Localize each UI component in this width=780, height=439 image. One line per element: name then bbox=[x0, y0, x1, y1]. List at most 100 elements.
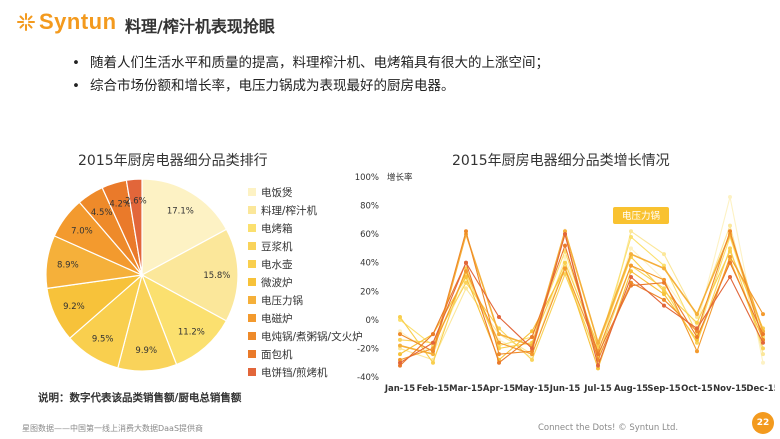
legend-label: 电饼铛/煎烤机 bbox=[261, 366, 328, 379]
legend-item: 电饼铛/煎烤机 bbox=[248, 363, 363, 381]
series-point bbox=[629, 283, 633, 288]
page-title: 料理/榨汁机表现抢眼 bbox=[125, 17, 275, 36]
series-point bbox=[530, 352, 534, 357]
y-tick-label: -40% bbox=[357, 373, 379, 383]
pie-chart-title: 2015年厨房电器细分品类排行 bbox=[78, 153, 268, 169]
legend-label: 电饭煲 bbox=[261, 186, 293, 199]
series-point bbox=[728, 229, 732, 234]
pie-slice-label: 4.2% bbox=[109, 199, 131, 209]
series-line bbox=[399, 255, 764, 361]
series-point bbox=[662, 286, 666, 291]
series-point bbox=[695, 315, 699, 319]
legend-swatch bbox=[248, 224, 256, 232]
x-tick-label: Sep-15 bbox=[647, 384, 680, 394]
bullet-list: 随着人们生活水平和质量的提高，料理榨汁机、电烤箱具有很大的上涨空间； 综合市场份… bbox=[72, 52, 549, 98]
page-number: 22 bbox=[752, 412, 774, 434]
series-point bbox=[629, 235, 633, 239]
series-point bbox=[662, 266, 666, 271]
series-line bbox=[399, 223, 764, 365]
series-point bbox=[398, 332, 402, 337]
x-tick-label: Apr-15 bbox=[483, 384, 515, 394]
x-tick-label: Jul-15 bbox=[583, 384, 612, 394]
series-point bbox=[431, 352, 435, 357]
series-point bbox=[761, 360, 765, 365]
x-tick-label: May-15 bbox=[515, 384, 550, 394]
annotation-box bbox=[613, 207, 669, 224]
x-tick-label: Jan-15 bbox=[384, 384, 415, 394]
series-point bbox=[497, 360, 501, 365]
series-point bbox=[464, 280, 468, 285]
series-line bbox=[399, 196, 764, 363]
legend-label: 电水壶 bbox=[261, 258, 293, 271]
bullet-item: 综合市场份额和增长率，电压力锅成为表现最好的厨房电器。 bbox=[72, 75, 549, 98]
x-tick-label: Aug-15 bbox=[614, 384, 648, 394]
legend-item: 电饭煲 bbox=[248, 183, 363, 201]
pie-slice bbox=[141, 178, 228, 277]
series-point bbox=[761, 312, 765, 317]
y-tick-label: 0% bbox=[366, 316, 380, 326]
legend-item: 电磁炉 bbox=[248, 309, 363, 327]
series-point bbox=[563, 232, 567, 237]
series-point bbox=[629, 246, 633, 251]
series-point bbox=[629, 280, 633, 285]
series-point bbox=[629, 229, 633, 234]
pie-slice-label: 15.8% bbox=[203, 271, 230, 281]
series-point bbox=[695, 326, 699, 331]
series-point bbox=[398, 360, 402, 365]
series-point bbox=[464, 229, 468, 234]
y-tick-label: 100% bbox=[355, 173, 379, 183]
series-point bbox=[695, 337, 699, 342]
legend-item: 豆浆机 bbox=[248, 237, 363, 255]
series-point bbox=[662, 289, 666, 294]
series-point bbox=[728, 249, 732, 254]
series-point bbox=[497, 352, 501, 357]
legend-item: 料理/榨汁机 bbox=[248, 201, 363, 219]
pie-slice-label: 8.9% bbox=[57, 261, 79, 271]
series-point bbox=[497, 332, 501, 337]
series-point bbox=[431, 360, 435, 365]
series-point bbox=[761, 352, 765, 357]
legend-swatch bbox=[248, 242, 256, 250]
x-tick-label: Nov-15 bbox=[713, 384, 747, 394]
bullet-item: 随着人们生活水平和质量的提高，料理榨汁机、电烤箱具有很大的上涨空间； bbox=[72, 52, 549, 75]
y-tick-label: 80% bbox=[360, 202, 379, 212]
series-point bbox=[662, 263, 666, 268]
series-point bbox=[530, 329, 534, 334]
series-point bbox=[695, 320, 699, 325]
legend-swatch bbox=[248, 368, 256, 376]
legend-item: 电烤箱 bbox=[248, 219, 363, 237]
pie-slice bbox=[140, 228, 239, 322]
series-point bbox=[563, 266, 567, 271]
series-point bbox=[761, 346, 765, 351]
series-point bbox=[563, 243, 567, 248]
legend-item: 面包机 bbox=[248, 345, 363, 363]
series-point bbox=[464, 260, 468, 265]
logo-text: Syntun bbox=[39, 9, 117, 34]
series-point bbox=[530, 349, 534, 354]
line-chart-title: 2015年厨房电器细分品类增长情况 bbox=[452, 153, 670, 169]
series-point bbox=[431, 332, 435, 337]
series-point bbox=[662, 292, 666, 297]
legend-item: 微波炉 bbox=[248, 273, 363, 291]
legend-label: 微波炉 bbox=[261, 276, 293, 289]
series-point bbox=[563, 255, 567, 259]
header: Syntun 料理/榨汁机表现抢眼 bbox=[0, 0, 780, 46]
legend-label: 电磁炉 bbox=[261, 312, 293, 325]
logo-sparkle-icon bbox=[17, 13, 35, 31]
annotation-label: 电压力锅 bbox=[622, 210, 660, 222]
y-tick-label: -20% bbox=[357, 344, 379, 354]
series-line bbox=[399, 235, 764, 351]
series-point bbox=[695, 329, 699, 334]
series-point bbox=[629, 269, 633, 274]
series-line bbox=[399, 229, 764, 362]
series-point bbox=[464, 269, 468, 274]
series-point bbox=[728, 275, 732, 279]
series-point bbox=[596, 363, 600, 368]
series-point bbox=[662, 297, 666, 302]
pie-slice bbox=[125, 178, 143, 276]
series-point bbox=[695, 312, 699, 317]
series-line bbox=[399, 228, 764, 356]
legend-swatch bbox=[248, 206, 256, 214]
legend-swatch bbox=[248, 314, 256, 322]
series-line bbox=[399, 232, 764, 368]
